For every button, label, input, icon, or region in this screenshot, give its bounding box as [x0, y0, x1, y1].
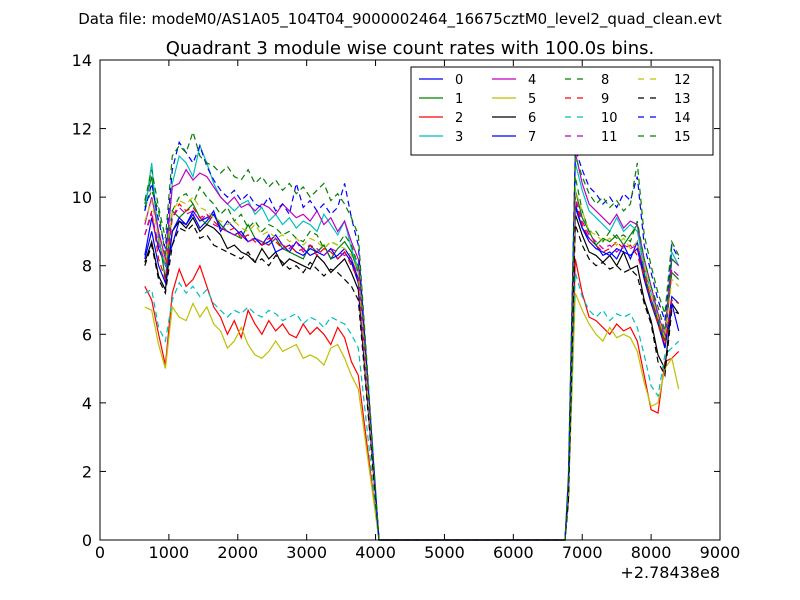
y-tick-label: 6	[82, 325, 92, 344]
plot-lines	[144, 129, 680, 541]
legend-box	[410, 66, 714, 156]
legend-label-8: 8	[601, 73, 609, 88]
legend-label-0: 0	[455, 73, 463, 88]
series-line-15	[144, 129, 680, 541]
legend-label-5: 5	[528, 92, 536, 107]
series-line-9	[144, 200, 679, 541]
series-line-11	[144, 196, 680, 541]
legend-label-14: 14	[674, 111, 691, 126]
y-tick-label: 12	[72, 120, 92, 139]
series-line-5	[144, 292, 680, 541]
suptitle: Data file: modeM0/AS1A05_104T04_90000024…	[78, 10, 722, 29]
plot-frame	[99, 59, 721, 541]
legend-label-11: 11	[601, 130, 618, 145]
chart-title: Quadrant 3 module wise count rates with …	[166, 38, 655, 59]
series-line-10	[144, 272, 680, 541]
legend-label-3: 3	[455, 130, 463, 145]
legend-label-1: 1	[455, 92, 463, 107]
series-line-6	[144, 214, 680, 541]
legend-label-2: 2	[455, 111, 463, 126]
legend-label-15: 15	[674, 130, 691, 145]
x-tick-label: 6000	[493, 543, 534, 562]
series-line-7	[144, 207, 680, 541]
y-tick-label: 0	[82, 531, 92, 550]
x-offset-label: +2.78438e8	[620, 563, 720, 582]
legend-label-4: 4	[528, 73, 536, 88]
series-line-14	[144, 140, 680, 541]
legend-label-7: 7	[528, 130, 536, 145]
x-tick-label: 1000	[149, 543, 190, 562]
x-tick-label: 5000	[424, 543, 465, 562]
y-tick-label: 8	[82, 257, 92, 276]
x-tick-label: 2000	[217, 543, 258, 562]
series-line-1	[144, 176, 680, 541]
series-line-12	[144, 190, 680, 541]
series-line-8	[144, 176, 680, 541]
legend-label-9: 9	[601, 92, 609, 107]
x-tick-label: 8000	[631, 543, 672, 562]
x-tick-label: 0	[95, 543, 105, 562]
x-tick-label: 4000	[355, 543, 396, 562]
y-tick-label: 14	[72, 51, 92, 70]
x-tick-label: 3000	[286, 543, 327, 562]
series-line-2	[144, 258, 680, 541]
series-line-0	[144, 203, 680, 541]
y-tick-label: 4	[82, 394, 92, 413]
y-tick-label: 2	[82, 462, 92, 481]
legend-label-13: 13	[674, 92, 691, 107]
legend-label-10: 10	[601, 111, 618, 126]
y-tick-label: 10	[72, 188, 92, 207]
x-tick-label: 9000	[700, 543, 741, 562]
x-axis: 0 1000 2000 3000 4000 5000 6000 7000 8000 9000	[95, 60, 740, 562]
x-tick-label: 7000	[562, 543, 603, 562]
legend-label-12: 12	[674, 73, 691, 88]
series-line-13	[144, 223, 679, 541]
legend-label-6: 6	[528, 111, 536, 126]
